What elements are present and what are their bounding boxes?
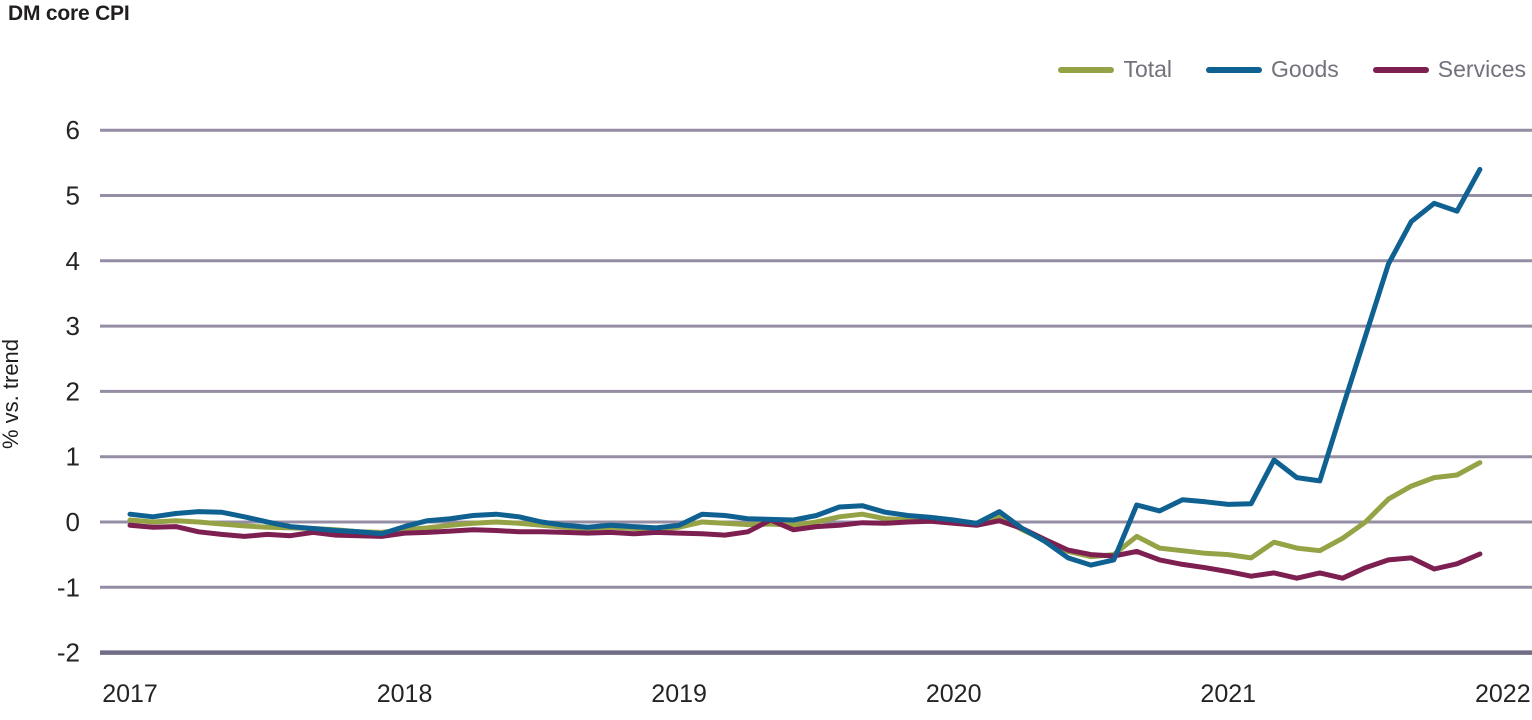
- y-tick-label: 3: [66, 311, 80, 341]
- legend-swatch-goods: [1206, 66, 1263, 73]
- y-tick-label: 6: [66, 115, 80, 145]
- x-tick-label-2021: 2021: [1200, 680, 1256, 708]
- line-series-services: [127, 517, 1483, 581]
- legend-item-goods: Goods: [1206, 56, 1339, 83]
- legend-label: Total: [1123, 56, 1173, 82]
- x-tick-label-2022: 2022: [1475, 680, 1531, 708]
- y-tick-label: -2: [57, 638, 80, 668]
- x-tick-label-2019: 2019: [651, 680, 707, 708]
- y-tick-label: 0: [66, 507, 80, 537]
- legend-swatch-total: [1058, 66, 1115, 73]
- y-tick-label: -1: [57, 572, 80, 602]
- legend-label: Services: [1437, 56, 1526, 82]
- y-tick-label: 2: [66, 376, 80, 406]
- legend-item-total: Total: [1058, 56, 1172, 83]
- legend-item-services: Services: [1372, 56, 1526, 83]
- y-tick-label: 4: [66, 246, 80, 276]
- legend-swatch-services: [1372, 66, 1429, 73]
- y-tick-label: 5: [66, 181, 80, 211]
- x-tick-label-2020: 2020: [926, 680, 982, 708]
- legend-label: Goods: [1271, 56, 1339, 82]
- line-series-total: [127, 460, 1483, 561]
- chart-title: DM core CPI: [8, 2, 130, 25]
- x-tick-label-2017: 2017: [102, 680, 158, 708]
- y-axis-label: % vs. trend: [0, 339, 23, 449]
- line-series-goods: [127, 166, 1483, 568]
- legend: Total Goods Services: [1058, 56, 1526, 83]
- x-tick-label-2018: 2018: [377, 680, 433, 708]
- y-tick-label: 1: [66, 442, 80, 472]
